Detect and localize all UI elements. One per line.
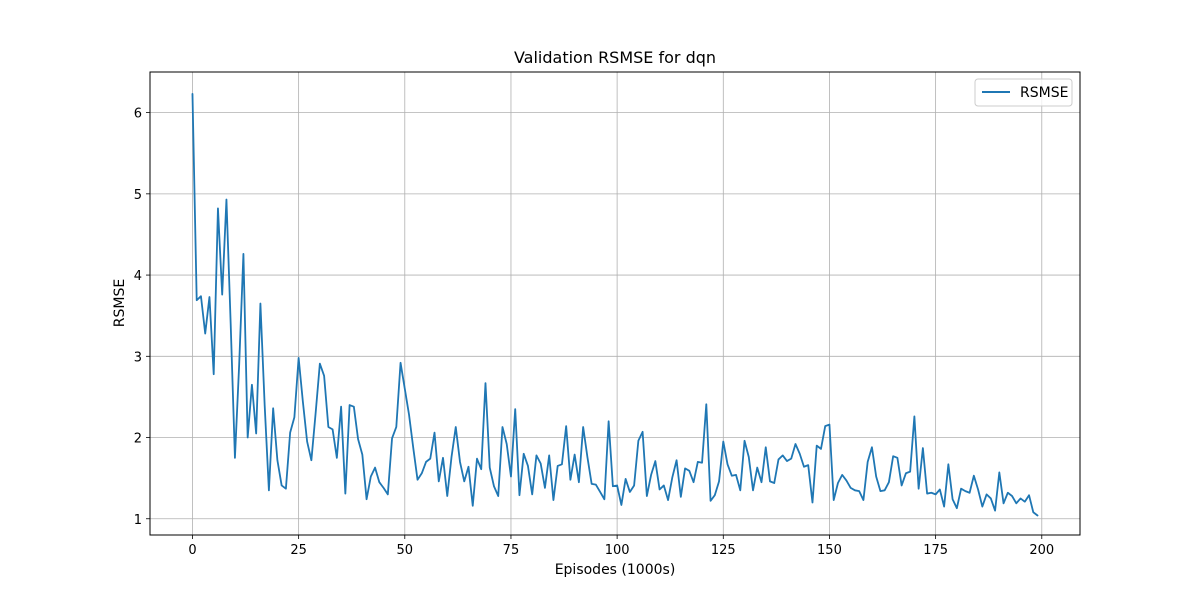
legend-box <box>974 78 1073 107</box>
y-tick-label: 2 <box>134 432 142 447</box>
y-tick-label: 4 <box>134 269 142 284</box>
y-axis-label: RSMSE <box>112 279 128 327</box>
y-tick-label: 6 <box>134 107 142 122</box>
y-tick-label: 5 <box>134 188 142 203</box>
x-tick-label: 150 <box>817 543 842 558</box>
x-tick-label: 50 <box>397 543 414 558</box>
x-tick-label: 200 <box>1029 543 1054 558</box>
chart-title: Validation RSMSE for dqn <box>514 48 716 67</box>
legend: RSMSE <box>974 78 1073 107</box>
x-axis-label: Episodes (1000s) <box>555 562 676 578</box>
x-tick-label: 175 <box>923 543 948 558</box>
y-tick-label: 3 <box>134 350 142 365</box>
x-tick-label: 125 <box>711 543 736 558</box>
x-tick-label: 0 <box>188 543 196 558</box>
y-tick-label: 1 <box>134 513 142 528</box>
plot-frame <box>149 71 1081 536</box>
x-tick-label: 75 <box>503 543 520 558</box>
x-tick-label: 25 <box>290 543 307 558</box>
legend-label: RSMSE <box>1020 85 1068 101</box>
series-line-rsmse <box>191 93 1039 517</box>
x-tick-label: 100 <box>605 543 630 558</box>
